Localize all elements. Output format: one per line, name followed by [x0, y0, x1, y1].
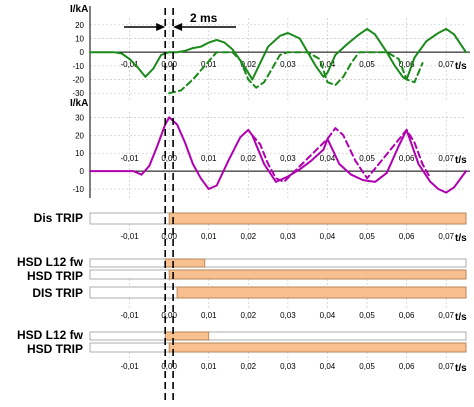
y-tick-label: 10	[75, 35, 84, 44]
x-axis-label: t/s	[455, 233, 467, 244]
x-tick-label: 0,05	[359, 154, 375, 163]
x-tick-label: 0,01	[201, 232, 217, 241]
x-tick-label: 0,07	[438, 154, 454, 163]
x-tick-label: 0,00	[161, 60, 177, 69]
signal-label: HSD L12 fw	[17, 328, 84, 342]
x-tick-label: 0,02	[241, 154, 257, 163]
y-axis-label: I/kA	[70, 4, 88, 15]
y-tick-label: -30	[72, 89, 84, 98]
x-tick-label: 0,06	[399, 154, 415, 163]
x-tick-label: 0,01	[201, 311, 217, 320]
x-tick-label: -0,01	[120, 232, 139, 241]
signal-bar	[176, 286, 467, 299]
x-tick-label: -0,01	[120, 60, 139, 69]
x-tick-label: 0,00	[161, 362, 177, 371]
x-tick-label: 0,05	[359, 311, 375, 320]
x-tick-label: 0,07	[438, 60, 454, 69]
x-tick-label: -0,01	[120, 311, 139, 320]
x-tick-label: 0,05	[359, 362, 375, 371]
x-tick-label: 0,03	[280, 60, 296, 69]
interval-annotation: 2 ms	[190, 11, 218, 25]
x-tick-label: 0,04	[320, 232, 336, 241]
x-tick-label: 0,04	[320, 311, 336, 320]
x-tick-label: 0,03	[280, 362, 296, 371]
signal-bar	[168, 342, 467, 353]
y-tick-label: -20	[72, 76, 84, 85]
x-tick-label: 0,06	[399, 362, 415, 371]
y-tick-label: -10	[72, 62, 84, 71]
signal-bar	[168, 269, 467, 280]
x-tick-label: 0,06	[399, 232, 415, 241]
x-tick-label: 0,03	[280, 154, 296, 163]
x-tick-label: 0,00	[161, 154, 177, 163]
x-axis-label: t/s	[455, 61, 467, 72]
x-tick-label: 0,07	[438, 311, 454, 320]
x-axis-label: t/s	[455, 312, 467, 323]
x-tick-label: -0,01	[120, 362, 139, 371]
y-tick-label: 0	[80, 167, 85, 176]
x-tick-label: 0,05	[359, 232, 375, 241]
x-tick-label: 0,04	[320, 362, 336, 371]
y-tick-label: -10	[72, 185, 84, 194]
x-tick-label: 0,04	[320, 60, 336, 69]
x-tick-label: 0,02	[241, 362, 257, 371]
signal-label: HSD TRIP	[27, 269, 83, 283]
x-tick-label: 0,00	[161, 311, 177, 320]
y-tick-label: 0	[80, 48, 85, 57]
y-tick-label: 20	[75, 21, 84, 30]
x-tick-label: 0,06	[399, 311, 415, 320]
x-tick-label: 0,04	[320, 154, 336, 163]
x-tick-label: 0,03	[280, 311, 296, 320]
x-tick-label: 0,01	[201, 60, 217, 69]
x-tick-label: 0,01	[201, 154, 217, 163]
signal-bar	[164, 331, 210, 341]
y-tick-label: 30	[75, 113, 84, 122]
x-tick-label: -0,01	[120, 154, 139, 163]
signal-label: HSD TRIP	[27, 342, 83, 356]
x-tick-label: 0,02	[241, 311, 257, 320]
signal-label: HSD L12 fw	[17, 255, 84, 269]
x-tick-label: 0,05	[359, 60, 375, 69]
y-tick-label: 20	[75, 131, 84, 140]
x-axis-label: t/s	[455, 155, 467, 166]
x-axis-label: t/s	[455, 363, 467, 374]
y-tick-label: 10	[75, 149, 84, 158]
signal-track	[89, 331, 467, 341]
x-tick-label: 0,03	[280, 232, 296, 241]
x-tick-label: 0,01	[201, 362, 217, 371]
series-line-solid	[89, 27, 467, 81]
arrow-left-head	[156, 23, 166, 31]
series-line-dashed	[251, 127, 432, 183]
signal-bar	[164, 258, 206, 268]
x-tick-label: 0,07	[438, 362, 454, 371]
x-tick-label: 0,00	[161, 232, 177, 241]
arrow-right-head	[173, 23, 183, 31]
x-tick-label: 0,02	[241, 232, 257, 241]
signal-track	[89, 258, 467, 268]
x-tick-label: 0,07	[438, 232, 454, 241]
x-tick-label: 0,06	[399, 60, 415, 69]
x-tick-label: 0,02	[241, 60, 257, 69]
signal-label: Dis TRIP	[34, 211, 83, 225]
signal-label: DIS TRIP	[32, 286, 83, 300]
series-line-dashed	[168, 51, 424, 95]
signal-bar	[168, 212, 467, 225]
y-axis-label: I/kA	[70, 98, 88, 109]
